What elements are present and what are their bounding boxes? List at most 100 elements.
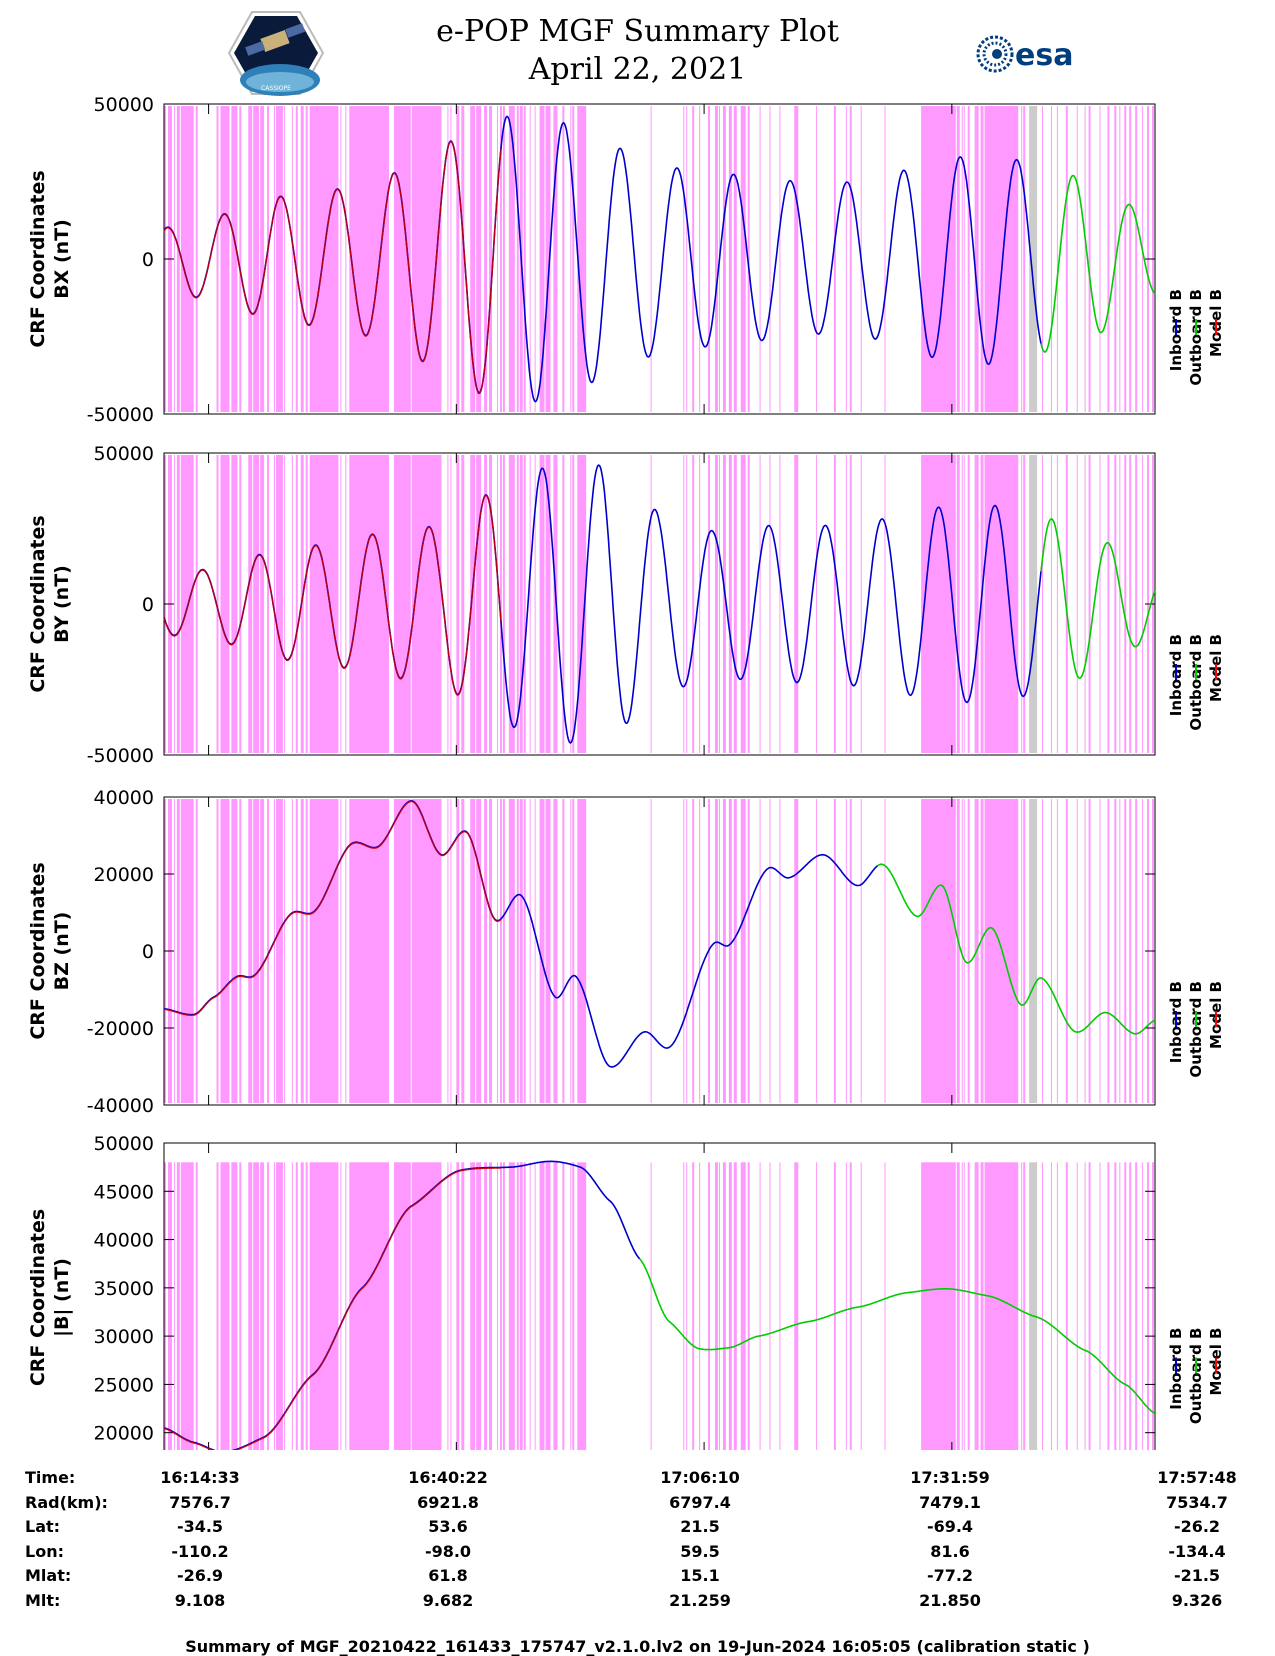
- shade-bar: [309, 1162, 339, 1450]
- shade-bar: [553, 106, 558, 412]
- shade-bar: [747, 455, 750, 753]
- shade-bar: [650, 799, 652, 1103]
- shade-bar: [180, 455, 194, 753]
- shade-bar: [686, 799, 688, 1103]
- shade-bar: [759, 455, 761, 753]
- shade-bar: [722, 106, 726, 412]
- shade-bar: [300, 799, 304, 1103]
- shade-bar: [980, 799, 984, 1103]
- shade-bar: [714, 799, 718, 1103]
- shade-bar: [963, 455, 965, 753]
- shade-bar: [686, 106, 688, 412]
- shade-bar: [173, 799, 175, 1103]
- shade-bar: [572, 106, 575, 412]
- shade-bar: [180, 106, 194, 412]
- shade-bar: [1084, 799, 1086, 1103]
- shade-bar: [195, 455, 198, 753]
- shade-bar: [1099, 799, 1101, 1103]
- shade-bar: [1021, 455, 1023, 753]
- shade-bar: [220, 1162, 230, 1450]
- shade-bar: [759, 1162, 761, 1450]
- ephemeris-label: Mlat:: [25, 1566, 72, 1585]
- shade-bar: [884, 799, 886, 1103]
- shade-bar: [1076, 106, 1078, 412]
- shade-bar: [816, 106, 818, 412]
- shade-bar: [884, 106, 886, 412]
- shade-bar: [740, 455, 746, 753]
- plot-title-line2: April 22, 2021: [528, 52, 747, 87]
- shade-bar: [833, 455, 836, 753]
- ephemeris-value-mlt: 9.326: [1171, 1590, 1223, 1610]
- shade-bar: [1050, 1162, 1052, 1450]
- plot-frame: [163, 1142, 1156, 1450]
- shade-bar: [956, 455, 960, 753]
- shade-bar: [545, 799, 551, 1103]
- shade-bar: [779, 799, 781, 1103]
- shade-bar: [1099, 455, 1101, 753]
- shade-bar: [345, 455, 347, 753]
- legend-label: Outboard B: [1187, 634, 1205, 731]
- shade-bar: [456, 455, 460, 753]
- shade-bar: [728, 455, 732, 753]
- shade-bar: [267, 799, 270, 1103]
- y-tick-label: 0: [142, 249, 154, 271]
- outboard-series: [639, 1258, 1156, 1415]
- y-axis-label: CRF Coordinates: [27, 170, 49, 347]
- esa-logo: esa: [976, 35, 1073, 73]
- shade-bar: [884, 455, 886, 753]
- shade-bar: [476, 799, 482, 1103]
- y-axis-label: CRF Coordinates: [27, 862, 49, 1039]
- shade-bar: [349, 799, 389, 1103]
- shade-bar: [529, 106, 531, 412]
- y-axis-label: CRF Coordinates: [27, 1209, 49, 1386]
- shade-bar: [393, 1162, 411, 1450]
- legend-label: Outboard B: [1187, 289, 1205, 386]
- shade-bar: [167, 1162, 172, 1450]
- shade-bar: [1129, 106, 1132, 412]
- shade-bar: [195, 799, 198, 1103]
- shade-bar: [1065, 455, 1068, 753]
- shade-bar: [1021, 1162, 1023, 1450]
- shade-bar: [176, 106, 180, 412]
- shade-bar: [349, 455, 389, 753]
- shade-bar: [231, 455, 238, 753]
- shade-bar: [450, 1162, 452, 1450]
- shade-bar: [1021, 799, 1023, 1103]
- shade-bar: [239, 106, 242, 412]
- shade-bar: [728, 106, 732, 412]
- shade-bar: [1142, 106, 1144, 412]
- shade-bar: [539, 455, 545, 753]
- shade-bar: [921, 455, 956, 753]
- shade-bar: [562, 1162, 565, 1450]
- shade-bar: [728, 1162, 732, 1450]
- shade-bar: [1076, 799, 1078, 1103]
- shade-bar: [461, 799, 465, 1103]
- shade-bar: [1114, 799, 1117, 1103]
- shade-bar: [173, 106, 175, 412]
- shade-bar: [456, 1162, 460, 1450]
- shade-bar: [173, 1162, 175, 1450]
- shade-bar: [305, 106, 308, 412]
- ephemeris-value-rad: 7479.1: [919, 1492, 981, 1512]
- y-tick-label: -50000: [87, 745, 154, 767]
- shade-bar: [963, 1162, 965, 1450]
- shade-bar: [523, 455, 526, 753]
- shade-bar: [794, 455, 799, 753]
- shade-bar: [570, 1162, 572, 1450]
- shade-bar: [1099, 106, 1101, 412]
- shade-bar: [816, 799, 818, 1103]
- shade-bar: [921, 1162, 956, 1450]
- shade-bar: [231, 106, 238, 412]
- shade-bar: [274, 106, 276, 412]
- shade-bar: [216, 1162, 219, 1450]
- panel-bz: -40000 -20000 0 20000 40000 CRF Coordinates BZ…: [27, 787, 1225, 1117]
- shade-bar: [1023, 455, 1026, 753]
- shade-bar: [1124, 455, 1127, 753]
- model-series: [163, 494, 502, 696]
- shade-bar: [508, 799, 515, 1103]
- shade-bar: [683, 455, 685, 753]
- shade-bar: [577, 455, 587, 753]
- shade-bar: [984, 455, 1019, 753]
- shade-bar: [176, 799, 180, 1103]
